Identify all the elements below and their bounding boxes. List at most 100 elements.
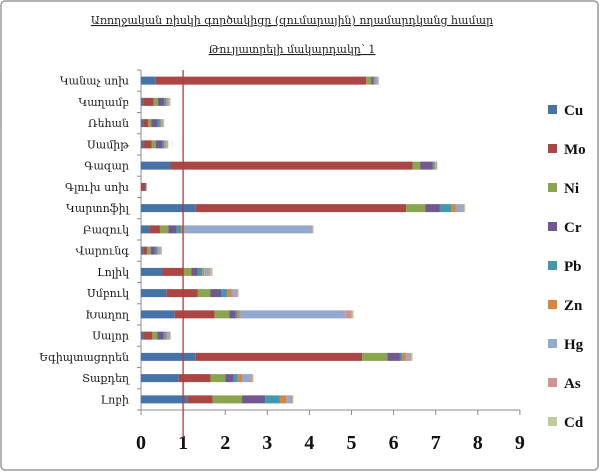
x-tick-label: 2 bbox=[220, 432, 230, 454]
bar-segment-hg bbox=[161, 119, 163, 128]
bar-segment-cd bbox=[170, 331, 171, 340]
bar-segment-ni bbox=[412, 161, 421, 170]
bar-segment-zn bbox=[434, 161, 436, 170]
bar-segment-cu bbox=[141, 140, 144, 149]
category-label: Կաղամբ bbox=[78, 96, 129, 109]
bar-segment-zn bbox=[237, 374, 243, 383]
bar-segment-hg bbox=[165, 140, 167, 149]
bar-segment-pb bbox=[197, 267, 203, 276]
bar-segment-mo bbox=[178, 374, 211, 383]
bar-segment-ni bbox=[214, 310, 230, 319]
bar-segment-as bbox=[208, 267, 211, 276]
bar-segment-cu bbox=[141, 310, 175, 319]
chart-title: Առողջական ռիսկի գործակիցը (զումարային) ո… bbox=[91, 14, 493, 27]
bar-segment-cu bbox=[141, 374, 179, 383]
bar-segment-hg bbox=[204, 267, 209, 276]
bar-segment-hg bbox=[158, 246, 161, 255]
bar-segment-pb bbox=[265, 395, 280, 404]
bar-segment-cu bbox=[141, 246, 144, 255]
bar-segment-mo bbox=[195, 352, 363, 361]
bar-segment-cd bbox=[252, 374, 254, 383]
bar-segment-ni bbox=[197, 289, 211, 298]
bar-segment-mo bbox=[170, 161, 413, 170]
bar-segment-cu bbox=[141, 204, 196, 213]
bar-segment-zn bbox=[156, 246, 159, 255]
chart-subtitle: Թույլատրելի մակարդակը՝ 1 bbox=[209, 43, 376, 56]
legend-swatch-pb bbox=[548, 261, 557, 270]
bar-segment-cr bbox=[155, 140, 163, 149]
category-label: Խաղող bbox=[85, 308, 130, 321]
legend-label-cu: Cu bbox=[564, 103, 583, 119]
bar-segment-as bbox=[168, 97, 170, 106]
bar-segment-mo bbox=[143, 246, 148, 255]
category-label: Գլուխ սոխ bbox=[65, 181, 129, 194]
bar-segment-pb bbox=[373, 76, 375, 85]
category-label: Գազար bbox=[84, 160, 129, 173]
bar-segment-cr bbox=[387, 352, 400, 361]
x-tick-label: 9 bbox=[515, 432, 525, 454]
bar-segment-pb bbox=[432, 161, 435, 170]
x-tick-label: 5 bbox=[347, 432, 357, 454]
bar-segment-cu bbox=[141, 289, 167, 298]
bar-segment-zn bbox=[374, 76, 376, 85]
bar-segment-cr bbox=[157, 331, 164, 340]
category-label: Սամիթ bbox=[87, 138, 129, 151]
bar-segment-cd bbox=[161, 246, 163, 255]
x-tick-label: 8 bbox=[473, 432, 483, 454]
legend-swatch-zn bbox=[548, 300, 557, 309]
bar-segment-cr bbox=[145, 182, 147, 191]
bar-segment-mo bbox=[187, 395, 213, 404]
bar-segment-mo bbox=[166, 289, 198, 298]
bar-segment-mo bbox=[143, 140, 152, 149]
bar-segment-zn bbox=[164, 140, 166, 149]
bar-segment-cr bbox=[157, 97, 165, 106]
x-tick-label: 6 bbox=[389, 432, 399, 454]
bar-segment-hg bbox=[455, 204, 463, 213]
bar-segment-mo bbox=[143, 331, 153, 340]
category-label: Կանաչ սոխ bbox=[60, 75, 129, 88]
bar-segment-cr bbox=[168, 225, 177, 234]
bar-segment-pb bbox=[163, 331, 166, 340]
bar-segment-cd bbox=[411, 352, 413, 361]
plot-area: 0 1 2 3 4 5 6 7 8 9 Կանաչ սոխ Կաղամբ Ռեհան Սամիթ Գազար… bbox=[39, 69, 525, 454]
bar-segment-zn bbox=[402, 352, 407, 361]
bar-segment-mo bbox=[174, 310, 215, 319]
bar-segment-cr bbox=[371, 76, 374, 85]
bar-segment-cr bbox=[225, 374, 234, 383]
legend-label-zn: Zn bbox=[564, 298, 583, 314]
bar-segment-cd bbox=[312, 225, 314, 234]
bar-segment-cd bbox=[163, 119, 165, 128]
bar-segment-hg bbox=[242, 374, 251, 383]
bar-segment-zn bbox=[279, 395, 287, 404]
bar-segment-as bbox=[162, 119, 164, 128]
bar-segment-zn bbox=[202, 267, 205, 276]
bar-segment-mo bbox=[195, 204, 407, 213]
bar-segment-cu bbox=[141, 267, 163, 276]
bar-segment-mo bbox=[155, 76, 367, 85]
bar-segment-hg bbox=[167, 331, 170, 340]
bar-segment-pb bbox=[154, 246, 157, 255]
legend: Cu Mo Ni Cr Pb Zn Hg As Cd bbox=[548, 103, 586, 431]
bar-segment-cd bbox=[167, 140, 169, 149]
bar-segment-cr bbox=[151, 119, 158, 128]
x-tick-label: 7 bbox=[431, 432, 441, 454]
category-label: Տաքդեղ bbox=[82, 372, 130, 385]
bar-segment-cu bbox=[141, 97, 144, 106]
bar-segment-hg bbox=[183, 225, 312, 234]
bar-segment-ni bbox=[366, 76, 372, 85]
bar-segment-hg bbox=[286, 395, 291, 404]
bar-segment-mo bbox=[141, 182, 146, 191]
bar-segment-ni bbox=[210, 374, 226, 383]
bar-segment-zn bbox=[180, 225, 184, 234]
bar-segment-cd bbox=[169, 97, 171, 106]
bar-segment-as bbox=[409, 352, 412, 361]
bar-segment-cd bbox=[210, 267, 213, 276]
x-tick-label: 0 bbox=[136, 432, 146, 454]
bar-segment-mo bbox=[143, 97, 154, 106]
legend-label-as: As bbox=[564, 376, 581, 392]
bar-segment-hg bbox=[239, 310, 346, 319]
bar-segment-zn bbox=[451, 204, 456, 213]
bar-segment-pb bbox=[157, 119, 160, 128]
